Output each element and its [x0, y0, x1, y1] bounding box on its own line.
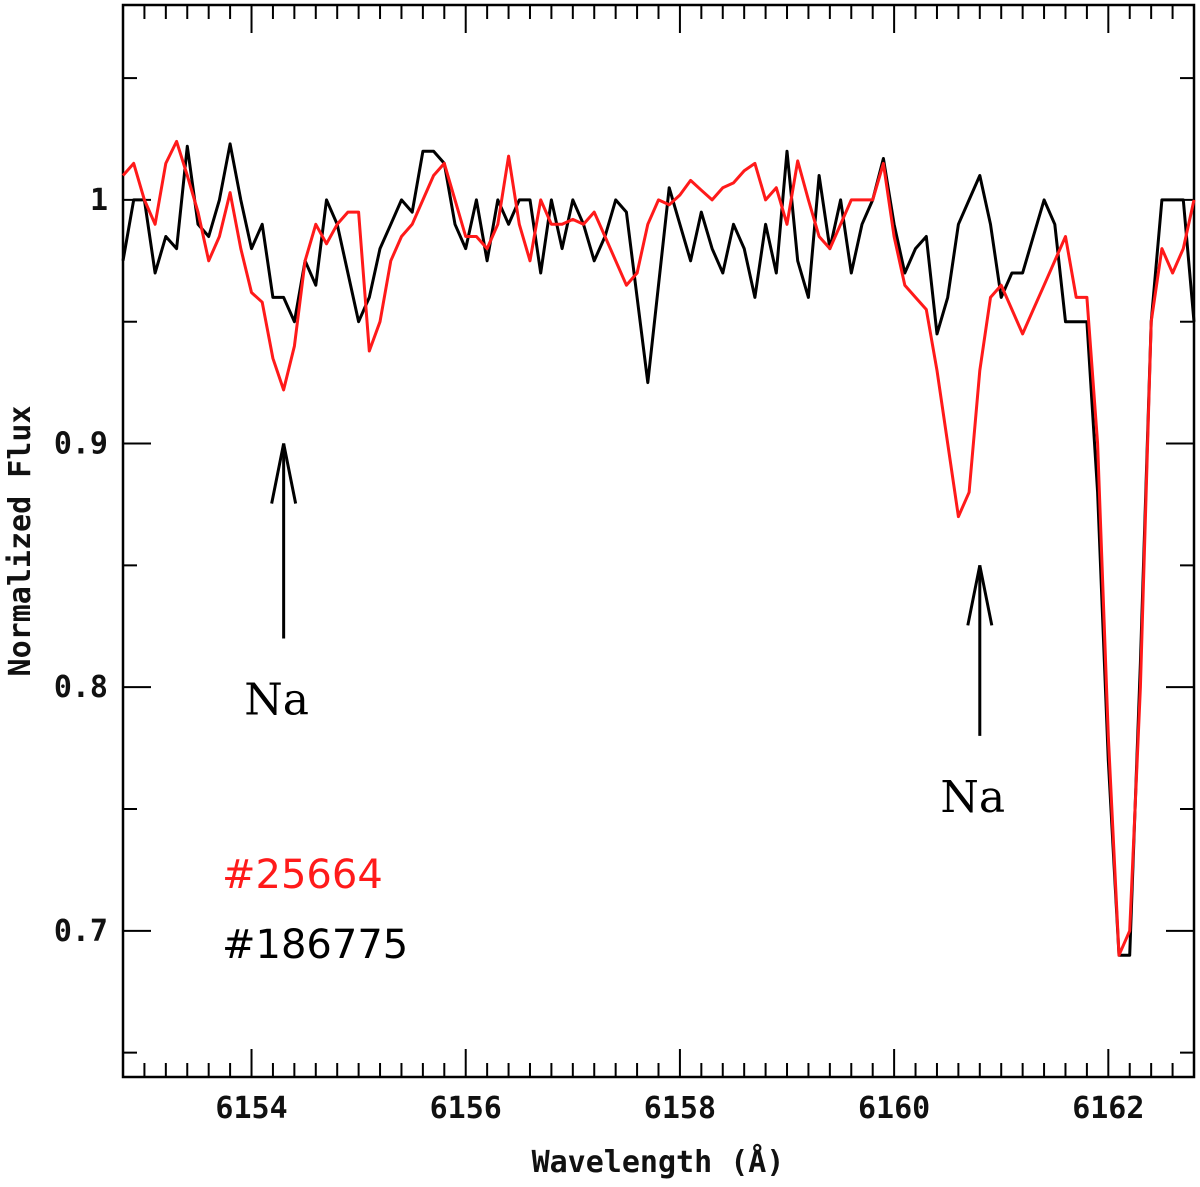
y-tick-label: 1 — [90, 183, 108, 218]
x-tick-label: 6162 — [1072, 1091, 1144, 1126]
x-axis-title: Wavelength (Å) — [532, 1143, 785, 1180]
na-label: Na — [244, 674, 309, 725]
x-tick-label: 6160 — [858, 1091, 930, 1126]
x-tick-label: 6158 — [644, 1091, 716, 1126]
series-layer — [121, 139, 1196, 957]
na-label: Na — [940, 772, 1005, 823]
annotations: Na Na — [244, 443, 1005, 823]
na-arrow-head — [270, 443, 298, 504]
na-arrow-head — [966, 565, 994, 626]
x-tick-label: 6156 — [430, 1091, 502, 1126]
legend-red-series: #25664 — [222, 852, 383, 898]
series-25664-line — [121, 139, 1196, 957]
y-tick-label: 0.9 — [54, 427, 108, 462]
y-tick-label: 0.7 — [54, 914, 108, 949]
y-axis-title: Normalized Flux — [3, 406, 38, 677]
ticks: 6154 6156 6158 6160 6162 0.7 0.8 0.9 1 — [54, 5, 1195, 1126]
y-tick-label: 0.8 — [54, 670, 108, 705]
legend-black-series: #186775 — [222, 922, 408, 968]
x-tick-label: 6154 — [215, 1091, 287, 1126]
